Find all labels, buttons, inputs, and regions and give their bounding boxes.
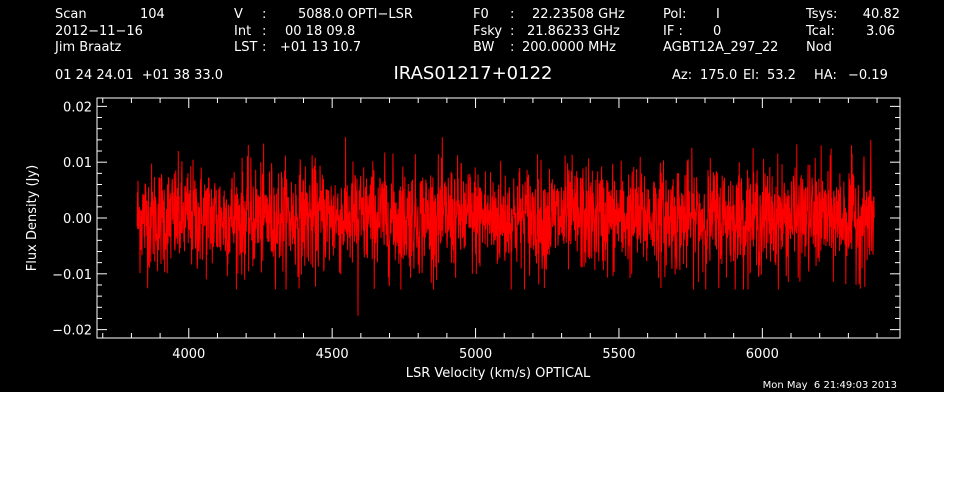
y-tick-label: 0.00: [63, 212, 92, 227]
if-label: IF :: [663, 24, 683, 39]
fsky-sep: :: [510, 24, 514, 39]
y-tick-label: −0.02: [52, 324, 92, 339]
source-title: IRAS01217+0122: [394, 63, 553, 84]
velocity-value: 5088.0 OPTI−LSR: [298, 7, 413, 22]
y-tick-label: 0.02: [63, 100, 92, 115]
plot-panel: Scan 104 V : 5088.0 OPTI−LSR F0 : 22.235…: [0, 0, 944, 392]
f0-value: 22.23508 GHz: [532, 7, 625, 22]
y-tick-label: 0.01: [63, 156, 92, 171]
tick-layer: 4000 4500 5000 5500 6000 0.02 0.01 0.00 −0.01 −0.…: [52, 98, 900, 362]
tcal-label: Tcal:: [805, 24, 835, 39]
obs-mode: Nod: [806, 40, 832, 55]
data-layer: [136, 137, 875, 316]
int-value: 00 18 09.8: [285, 24, 355, 39]
spectrum-series-line: [136, 137, 875, 316]
scan-value: 104: [140, 7, 165, 22]
tsys-label: Tsys:: [805, 7, 837, 22]
x-tick-label: 5500: [602, 347, 635, 362]
spectrum-chart: Scan 104 V : 5088.0 OPTI−LSR F0 : 22.235…: [25, 7, 901, 391]
ha-value: −0.19: [848, 68, 888, 83]
x-tick-label: 5000: [459, 347, 492, 362]
x-tick-label: 4500: [316, 347, 349, 362]
plot-timestamp: Mon May 6 21:49:03 2013: [763, 380, 897, 391]
if-value: 0: [713, 24, 721, 39]
y-tick-label: −0.01: [52, 268, 92, 283]
int-label: Int: [234, 24, 251, 39]
source-coordinates: 01 24 24.01 +01 38 33.0: [55, 68, 223, 83]
int-sep: :: [262, 24, 266, 39]
lst-value: +01 13 10.7: [280, 40, 361, 55]
project-id: AGBT12A_297_22: [663, 40, 778, 55]
x-tick-label: 6000: [746, 347, 779, 362]
az-label: Az:: [672, 68, 692, 83]
y-axis-label: Flux Density (Jy): [25, 165, 40, 271]
el-label: El:: [743, 68, 759, 83]
fsky-label: Fsky: [473, 24, 502, 39]
velocity-label: V: [234, 7, 243, 22]
observation-date: 2012−11−16: [55, 24, 143, 39]
f0-sep: :: [510, 7, 514, 22]
bw-sep: :: [510, 40, 514, 55]
tsys-value: 40.82: [863, 7, 900, 22]
scan-label: Scan: [55, 7, 87, 22]
lst-label: LST: [234, 40, 257, 55]
az-value: 175.0: [700, 68, 737, 83]
f0-label: F0: [473, 7, 489, 22]
x-tick-label: 4000: [172, 347, 205, 362]
x-axis-label: LSR Velocity (km/s) OPTICAL: [406, 366, 591, 381]
bw-label: BW: [473, 40, 494, 55]
fsky-value: 21.86233 GHz: [527, 24, 620, 39]
observer-name: Jim Braatz: [54, 40, 122, 55]
ha-label: HA:: [814, 68, 837, 83]
el-value: 53.2: [767, 68, 796, 83]
tcal-value: 3.06: [866, 24, 895, 39]
lst-sep: :: [262, 40, 266, 55]
pol-label: Pol:: [663, 7, 686, 22]
velocity-sep: :: [262, 7, 266, 22]
pol-value: I: [716, 7, 720, 22]
bw-value: 200.0000 MHz: [522, 40, 616, 55]
